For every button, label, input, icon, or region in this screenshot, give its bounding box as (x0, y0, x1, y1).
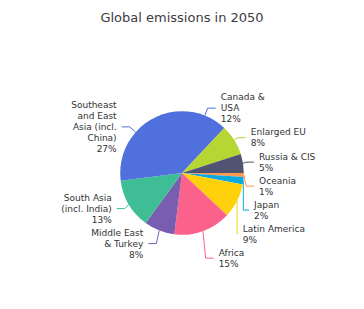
svg-text:(incl. India): (incl. India) (61, 204, 111, 214)
svg-text:Japan: Japan (253, 200, 279, 210)
svg-text:Oceania: Oceania (259, 176, 296, 186)
svg-text:and East: and East (77, 111, 117, 121)
svg-text:8%: 8% (251, 138, 266, 148)
svg-text:2%: 2% (254, 211, 269, 221)
svg-text:27%: 27% (97, 144, 117, 154)
svg-text:Global emissions in 2050: Global emissions in 2050 (100, 10, 263, 25)
svg-text:China): China) (87, 133, 116, 143)
svg-text:Canada &: Canada & (221, 92, 265, 102)
svg-text:Russia & CIS: Russia & CIS (259, 152, 316, 162)
svg-text:USA: USA (221, 103, 240, 113)
svg-text:9%: 9% (243, 235, 258, 245)
svg-text:Africa: Africa (219, 248, 245, 258)
svg-text:5%: 5% (259, 163, 274, 173)
svg-text:South Asia: South Asia (64, 193, 112, 203)
svg-text:Middle East: Middle East (91, 228, 143, 238)
svg-text:12%: 12% (221, 114, 241, 124)
svg-text:Southeast: Southeast (71, 100, 117, 110)
svg-text:Asia (incl.: Asia (incl. (73, 122, 117, 132)
svg-text:15%: 15% (219, 259, 239, 269)
svg-text:13%: 13% (92, 215, 112, 225)
svg-text:Enlarged EU: Enlarged EU (251, 127, 306, 137)
svg-text:1%: 1% (259, 187, 274, 197)
svg-text:8%: 8% (129, 250, 144, 260)
svg-text:& Turkey: & Turkey (104, 239, 144, 249)
svg-text:Latin America: Latin America (243, 224, 305, 234)
